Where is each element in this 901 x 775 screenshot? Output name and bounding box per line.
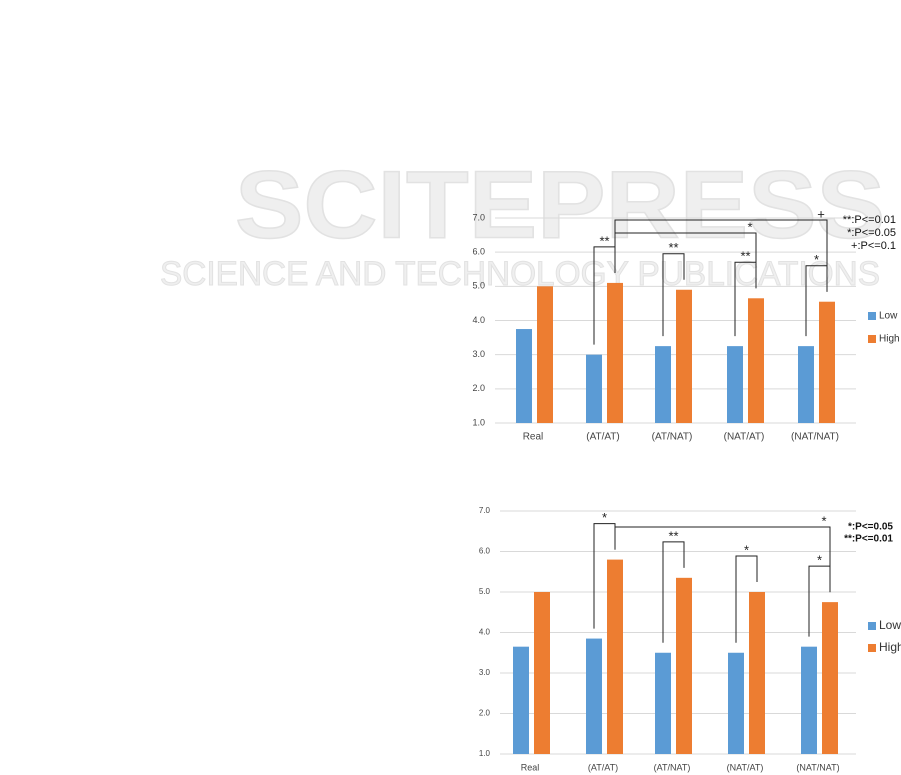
bar — [516, 329, 532, 423]
x-tick-label: Real — [523, 432, 544, 443]
y-tick-label: 3.0 — [472, 349, 485, 359]
significance-bracket — [735, 555, 758, 643]
legend-swatch — [868, 644, 876, 652]
bar — [655, 346, 671, 423]
legend-swatch — [868, 622, 876, 630]
x-tick-label: (AT/AT) — [588, 762, 618, 772]
significance-label: * — [744, 542, 749, 557]
watermark-subtitle: SCIENCE AND TECHNOLOGY PUBLICATIONS — [160, 255, 880, 293]
bar — [801, 646, 817, 754]
significance-label: ** — [668, 240, 678, 255]
significance-bracket — [662, 541, 685, 643]
x-tick-label: Real — [521, 762, 540, 772]
bar — [749, 592, 765, 754]
bar — [537, 286, 553, 423]
significance-label: * — [747, 219, 752, 234]
y-tick-label: 1.0 — [479, 749, 491, 758]
significance-label: ** — [599, 233, 609, 248]
y-tick-label: 4.0 — [472, 315, 485, 325]
x-tick-label: (NAT/AT) — [724, 432, 765, 443]
watermark-title: SCITEPRESS — [235, 151, 885, 258]
significance-label: ** — [668, 528, 678, 543]
significance-key: *:P<=0.05 — [847, 227, 896, 239]
bar — [655, 652, 671, 754]
significance-label: * — [602, 510, 607, 525]
y-tick-label: 2.0 — [479, 709, 491, 718]
bar — [676, 577, 692, 754]
bar — [798, 346, 814, 423]
significance-label: ** — [740, 249, 750, 264]
significance-key: **:P<=0.01 — [844, 534, 893, 545]
bar — [819, 301, 835, 423]
bar — [513, 646, 529, 754]
y-tick-label: 7.0 — [479, 506, 491, 515]
x-tick-label: (AT/NAT) — [652, 432, 693, 443]
significance-bracket — [614, 526, 831, 593]
bar — [586, 638, 602, 754]
y-tick-label: 3.0 — [479, 668, 491, 677]
y-tick-label: 7.0 — [472, 212, 485, 222]
bar — [586, 354, 602, 423]
x-tick-label: (NAT/AT) — [727, 762, 764, 772]
bar — [822, 602, 838, 754]
legend-label: Low — [879, 311, 898, 322]
significance-key: *:P<=0.05 — [848, 522, 893, 533]
legend-label: Low — [879, 618, 901, 632]
significance-label: * — [814, 252, 819, 267]
legend-swatch — [868, 312, 876, 320]
legend-label: High — [879, 334, 900, 345]
y-tick-label: 4.0 — [479, 628, 491, 637]
y-tick-label: 1.0 — [472, 417, 485, 427]
bar — [676, 289, 692, 423]
y-tick-label: 2.0 — [472, 383, 485, 393]
y-tick-label: 5.0 — [479, 587, 491, 596]
bar — [607, 282, 623, 423]
y-tick-label: 5.0 — [472, 281, 485, 291]
x-tick-label: (AT/AT) — [586, 432, 620, 443]
significance-label: * — [821, 513, 826, 528]
legend-label: High — [879, 640, 901, 654]
y-tick-label: 6.0 — [479, 547, 491, 556]
bar — [534, 592, 550, 754]
legend-swatch — [868, 335, 876, 343]
x-tick-label: (AT/NAT) — [654, 762, 691, 772]
bar — [748, 298, 764, 423]
significance-label: + — [817, 206, 825, 221]
significance-bracket — [662, 253, 685, 337]
significance-key: +:P<=0.1 — [851, 240, 896, 252]
significance-label: * — [817, 553, 822, 568]
bar — [607, 559, 623, 754]
x-tick-label: (NAT/NAT) — [791, 432, 839, 443]
significance-bracket — [614, 219, 828, 292]
significance-key: **:P<=0.01 — [843, 214, 896, 226]
bar — [728, 652, 744, 754]
bar — [727, 346, 743, 423]
x-tick-label: (NAT/NAT) — [796, 762, 839, 772]
y-tick-label: 6.0 — [472, 247, 485, 257]
